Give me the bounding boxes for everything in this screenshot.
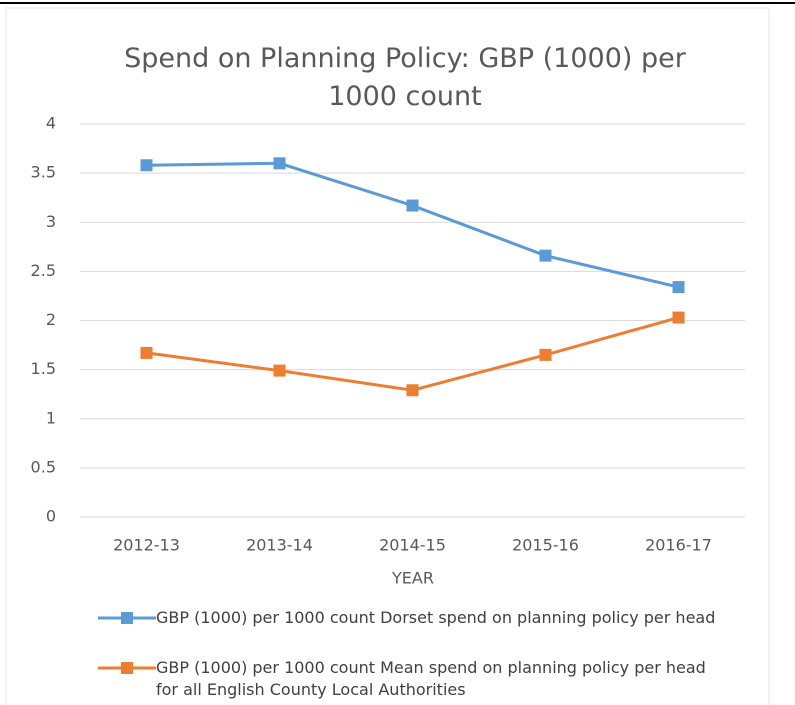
- point-marker: [406, 384, 419, 397]
- y-tick-label: 2.5: [31, 261, 56, 280]
- point-marker: [273, 364, 286, 377]
- point-marker: [273, 157, 286, 170]
- y-tick-label: 0.5: [31, 457, 56, 476]
- series-line: [146, 316, 679, 392]
- legend-label: GBP (1000) per 1000 count Mean spend on …: [156, 658, 706, 699]
- point-marker: [140, 346, 153, 359]
- chart-frame: [5, 7, 770, 705]
- legend-entry: GBP (1000) per 1000 count Dorset spend o…: [98, 607, 718, 629]
- legend-marker: [121, 662, 133, 674]
- x-tick-label: 2012-13: [113, 536, 180, 555]
- point-marker: [406, 199, 419, 212]
- x-tick-label: 2015-16: [512, 536, 579, 555]
- x-tick-label: 2014-15: [379, 536, 446, 555]
- x-tick-label: 2016-17: [645, 536, 712, 555]
- y-tick-label: 1: [46, 408, 56, 427]
- point-marker: [140, 159, 153, 172]
- chart-title: Spend on Planning Policy: GBP (1000) per…: [124, 43, 686, 112]
- point-marker: [539, 249, 552, 262]
- legend-label: GBP (1000) per 1000 count Dorset spend o…: [156, 608, 716, 627]
- legend-marker: [121, 612, 133, 624]
- y-tick-label: 1.5: [31, 359, 56, 378]
- y-tick-label: 0: [46, 507, 56, 526]
- series-line: [146, 161, 679, 289]
- x-tick-label: 2013-14: [246, 536, 313, 555]
- y-tick-label: 4: [46, 114, 56, 133]
- point-marker: [672, 311, 685, 324]
- point-marker: [539, 348, 552, 361]
- y-tick-label: 3.5: [31, 163, 56, 182]
- y-tick-label: 3: [46, 212, 56, 231]
- legend-entry: GBP (1000) per 1000 count Mean spend on …: [98, 657, 718, 701]
- x-axis-label: YEAR: [391, 569, 434, 588]
- point-marker: [672, 281, 685, 294]
- legend-swatch: [98, 662, 156, 674]
- legend-swatch: [98, 612, 156, 624]
- y-tick-label: 2: [46, 310, 56, 329]
